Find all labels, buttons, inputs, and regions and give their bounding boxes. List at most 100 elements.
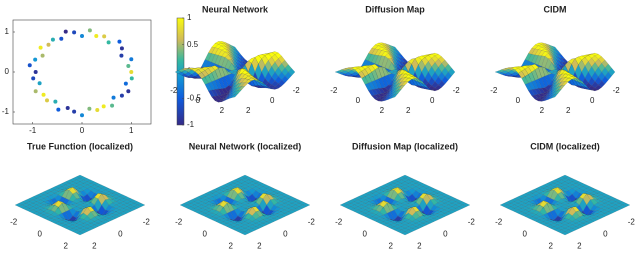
x-tick-label: 0 <box>356 96 361 105</box>
point <box>106 40 111 45</box>
surface-patch <box>76 231 84 236</box>
y-tick-label: 2 <box>577 242 582 251</box>
point <box>72 109 77 114</box>
surface <box>14 174 146 236</box>
panel-title: Diffusion Map <box>365 4 425 14</box>
y-tick-label: -2 <box>453 86 461 95</box>
surface <box>494 42 616 102</box>
x-tick-label: 2 <box>548 242 553 251</box>
surface <box>339 174 471 236</box>
point <box>56 107 61 112</box>
x-tick-label: 0 <box>196 96 201 105</box>
surface-patch <box>241 231 249 236</box>
point <box>102 34 107 39</box>
point <box>53 99 58 104</box>
y-tick-label: 0 <box>270 96 275 105</box>
point <box>111 95 116 100</box>
y-tick-label: -2 <box>468 218 476 227</box>
surface <box>499 174 631 236</box>
x-tick-label: -2 <box>170 86 178 95</box>
point <box>95 108 100 112</box>
point <box>126 89 131 94</box>
point <box>63 29 68 34</box>
point <box>45 98 50 103</box>
x-tick-label: 0 <box>80 126 85 135</box>
point <box>38 45 43 50</box>
y-tick-label: -1 <box>2 107 10 116</box>
colorbar-tick-label: -1 <box>187 120 195 129</box>
colorbar-tick-label: 0.5 <box>187 40 199 49</box>
point <box>37 81 42 86</box>
x-tick-label: 2 <box>63 242 68 251</box>
panel-title: Diffusion Map (localized) <box>352 141 458 151</box>
y-tick-label: 2 <box>417 242 422 251</box>
point <box>40 53 45 58</box>
surface <box>334 42 456 102</box>
point <box>33 89 38 94</box>
point <box>129 57 134 62</box>
point <box>41 92 46 97</box>
point <box>33 70 38 74</box>
x-tick-label: -2 <box>330 86 338 95</box>
y-tick-label: -2 <box>308 218 316 227</box>
point <box>50 37 55 42</box>
y-tick-label: 0 <box>430 96 435 105</box>
point <box>65 106 70 110</box>
surface-patch <box>561 231 569 236</box>
point <box>117 39 122 44</box>
x-tick-label: 0 <box>522 230 527 239</box>
y-tick-label: 1 <box>5 27 10 36</box>
point <box>94 34 99 38</box>
y-tick-label: 0 <box>603 230 608 239</box>
point <box>119 93 124 98</box>
x-tick-label: -2 <box>175 218 183 227</box>
x-tick-label: -2 <box>495 218 503 227</box>
y-tick-label: 0 <box>443 230 448 239</box>
point <box>31 76 36 81</box>
point <box>119 46 124 51</box>
y-tick-label: 2 <box>246 106 251 115</box>
surface-patch <box>551 92 559 99</box>
surface <box>174 41 296 103</box>
point <box>110 103 115 108</box>
y-tick-label: 2 <box>566 106 571 115</box>
surface-patch <box>231 93 239 98</box>
colorbar-tick-label: -0.5 <box>187 93 201 102</box>
x-tick-label: 2 <box>380 106 385 115</box>
x-tick-label: 0 <box>516 96 521 105</box>
point <box>72 30 77 35</box>
x-tick-label: -2 <box>335 218 343 227</box>
y-tick-label: -2 <box>143 218 151 227</box>
colorbar-tick-label: 1 <box>187 13 192 22</box>
point <box>87 28 92 33</box>
x-tick-label: -2 <box>490 86 498 95</box>
point <box>33 57 38 62</box>
y-tick-label: 2 <box>406 106 411 115</box>
y-tick-label: 0 <box>5 67 10 76</box>
point <box>129 70 134 74</box>
y-tick-label: 0 <box>590 96 595 105</box>
y-tick-label: 0 <box>283 230 288 239</box>
panel-title: True Function (localized) <box>27 141 133 151</box>
x-tick-label: 0 <box>37 230 42 239</box>
point <box>80 113 84 118</box>
y-tick-label: 0 <box>118 230 123 239</box>
point <box>101 104 106 109</box>
y-tick-label: 2 <box>92 242 97 251</box>
x-tick-label: 0 <box>362 230 367 239</box>
y-tick-label: -2 <box>613 86 621 95</box>
surface-patch <box>401 231 409 236</box>
surface-patch <box>391 92 399 99</box>
point <box>46 42 51 47</box>
point <box>123 81 128 86</box>
point <box>129 76 134 81</box>
point <box>87 106 92 111</box>
x-tick-label: 2 <box>220 106 225 115</box>
x-tick-label: 2 <box>388 242 393 251</box>
y-tick-label: -2 <box>628 218 636 227</box>
x-tick-label: 2 <box>540 106 545 115</box>
x-tick-label: 1 <box>129 126 134 135</box>
x-tick-label: -1 <box>29 126 37 135</box>
x-tick-label: 0 <box>202 230 207 239</box>
